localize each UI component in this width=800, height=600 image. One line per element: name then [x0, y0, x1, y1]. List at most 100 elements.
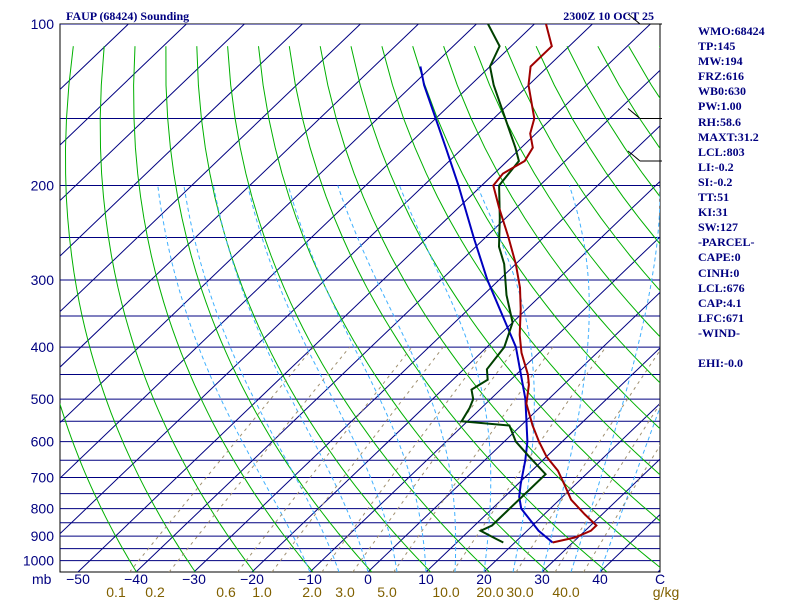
pressure-unit-label: mb	[32, 571, 52, 587]
mixing-ratio-3	[352, 346, 517, 572]
profiles-layer	[419, 24, 598, 544]
isotherm-30	[541, 458, 660, 572]
moist-adiabat-15	[337, 185, 457, 572]
chart-valid-time: 2300Z 10 OCT 25	[563, 9, 654, 23]
isotherm--120	[60, 24, 245, 202]
temp-tick-8: 30	[534, 571, 550, 587]
mixing-ratio-0.1	[129, 346, 314, 572]
temp-tick-7: 20	[476, 571, 492, 587]
stat-line: CAPE:0	[698, 250, 741, 265]
moist-adiabat--10	[157, 185, 311, 572]
stat-line: TP:145	[698, 39, 736, 54]
stat-line: WMO:68424	[698, 24, 765, 38]
dry-adiabat-320	[319, 46, 660, 568]
pressure-tick-300: 300	[31, 272, 55, 288]
isotherm--30	[193, 125, 660, 572]
stat-line: LI:-0.2	[698, 159, 734, 174]
dry-adiabat-310	[288, 46, 608, 572]
parcel-line	[419, 66, 554, 544]
stat-line: LCL:676	[698, 280, 745, 295]
moist-adiabat-5	[247, 185, 398, 572]
moist-adiabat-25	[476, 185, 535, 572]
stat-line: -WIND-	[698, 325, 740, 340]
dry-adiabat-300	[258, 46, 549, 572]
moist-adiabat-20	[398, 185, 492, 572]
isotherm-0	[367, 291, 660, 572]
mixing-ratio-10	[452, 346, 607, 572]
isotherm--40	[135, 69, 660, 572]
mixing-ratio-20	[515, 349, 660, 572]
stat-line: LCL:803	[698, 144, 745, 159]
isotherm--70	[60, 24, 535, 479]
stat-line	[698, 341, 798, 356]
pressure-tick-100: 100	[31, 16, 55, 32]
stat-line: SI:-0.2	[698, 174, 733, 189]
dry-adiabat-290	[227, 46, 490, 572]
stats-panel: WMO:68424 TP:145 MW:194 FRZ:616 WB0:630 PW:1.…	[698, 24, 798, 371]
pressure-tick-800: 800	[31, 501, 55, 517]
mixing-tick-10: 40.0	[552, 584, 579, 600]
moist-adiabat--5	[183, 185, 340, 572]
stat-line: CINH:0	[698, 265, 740, 280]
stat-line: RH:58.6	[698, 114, 741, 129]
wind-barb-180	[627, 150, 662, 162]
stat-line: LFC:671	[698, 310, 744, 325]
temp-tick-9: 40	[592, 571, 608, 587]
mixing-tick-11: g/kg	[653, 584, 679, 600]
pressure-tick-200: 200	[31, 178, 55, 194]
wind-barbs	[627, 13, 662, 162]
mixing-tick-2: 0.6	[216, 584, 236, 600]
isotherm--10	[309, 236, 660, 572]
pressure-tick-700: 700	[31, 470, 55, 486]
temp-tick-10: C	[655, 571, 665, 587]
mixing-ratio-2	[321, 346, 489, 572]
pressure-tick-400: 400	[31, 339, 55, 355]
dry-adiabat-360	[443, 46, 660, 384]
isotherm--130	[60, 24, 187, 146]
mixing-tick-4: 2.0	[302, 584, 322, 600]
moist-adiabat-40	[599, 405, 660, 572]
wind-barb-150	[627, 108, 662, 119]
plot-frame	[59, 23, 661, 573]
mixing-tick-0: 0.1	[106, 584, 126, 600]
mixing-ratio-40	[583, 444, 660, 572]
stat-line: TT:51	[698, 190, 730, 205]
stat-line: CAP:4.1	[698, 295, 742, 310]
mixing-tick-1: 0.2	[145, 584, 165, 600]
moist-adiabat-0	[212, 185, 369, 572]
dry-adiabat-250	[99, 46, 255, 572]
mixing-tick-9: 30.0	[506, 584, 533, 600]
dry-adiabat-230	[60, 402, 137, 572]
mixing-tick-5: 3.0	[335, 584, 355, 600]
wind-barb-100	[627, 13, 662, 25]
temp-tick-4: −10	[298, 571, 322, 587]
temp-tick-1: −40	[124, 571, 148, 587]
dry-adiabat-350	[412, 46, 660, 430]
isotherm-20	[483, 402, 660, 572]
isotherm--50	[77, 24, 651, 572]
isotherm--20	[251, 180, 660, 572]
temp-tick-0: −50	[66, 571, 90, 587]
stat-line: KI:31	[698, 205, 728, 220]
pressure-tick-900: 900	[31, 528, 55, 544]
stat-line: MAXT:31.2	[698, 129, 759, 144]
chart-title: FAUP (68424) Sounding	[66, 9, 189, 23]
pressure-tick-500: 500	[31, 391, 55, 407]
dry-adiabat-280	[196, 46, 431, 572]
dry-adiabat-370	[473, 46, 660, 338]
stat-line: MW:194	[698, 54, 743, 69]
stat-line: -PARCEL-	[698, 235, 755, 250]
isotherm--110	[60, 24, 303, 257]
moist-adiabat-35	[570, 185, 660, 572]
wind-barb-flag	[627, 13, 641, 25]
isotherm--60	[60, 24, 593, 535]
isotherm--90	[60, 24, 419, 368]
dewpoint-line	[459, 24, 548, 544]
temp-tick-2: −30	[182, 571, 206, 587]
dry-adiabat-380	[504, 46, 660, 292]
grid-layer	[60, 24, 660, 572]
dry-adiabat-340	[381, 46, 660, 476]
isotherm--80	[60, 24, 477, 424]
